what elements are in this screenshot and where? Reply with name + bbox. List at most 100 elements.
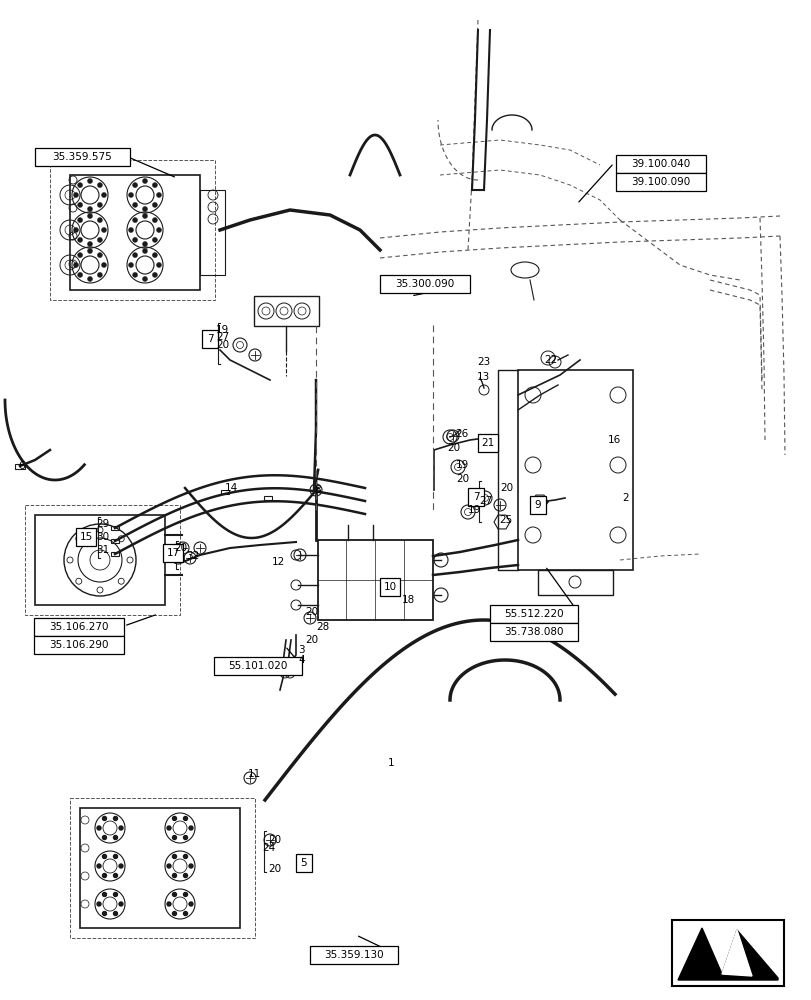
Bar [35, 515, 165, 605]
Bar [70, 798, 255, 938]
Circle shape [101, 228, 106, 232]
Text: 25: 25 [499, 515, 512, 525]
Circle shape [114, 912, 118, 916]
Circle shape [132, 272, 137, 277]
Circle shape [167, 826, 171, 830]
Circle shape [101, 192, 106, 198]
Circle shape [101, 262, 106, 267]
Circle shape [183, 836, 187, 840]
Text: 28: 28 [315, 622, 328, 632]
Text: 39.100.090: 39.100.090 [631, 177, 690, 187]
Bar [70, 175, 200, 290]
Bar [517, 370, 633, 570]
Polygon shape [677, 928, 777, 980]
Circle shape [132, 237, 137, 242]
Circle shape [152, 218, 157, 223]
Circle shape [119, 864, 122, 868]
Text: 9: 9 [534, 500, 541, 510]
Bar [254, 296, 319, 326]
Circle shape [157, 262, 161, 267]
Text: 20: 20 [305, 607, 318, 617]
Text: 35.359.575: 35.359.575 [53, 152, 112, 162]
Circle shape [97, 218, 102, 223]
Text: 10: 10 [383, 582, 396, 592]
Circle shape [132, 253, 137, 258]
Bar [318, 540, 432, 620]
Text: 1: 1 [388, 758, 394, 768]
Text: 32: 32 [186, 551, 199, 561]
Bar [467, 488, 483, 506]
Circle shape [128, 228, 133, 232]
Text: 20: 20 [268, 835, 281, 845]
Circle shape [119, 826, 122, 830]
Bar [489, 623, 577, 641]
Bar [111, 539, 119, 543]
Text: 20: 20 [268, 864, 281, 874]
Text: 7: 7 [207, 334, 213, 344]
Circle shape [167, 864, 171, 868]
Circle shape [167, 902, 171, 906]
Circle shape [102, 892, 106, 896]
Text: 18: 18 [401, 595, 414, 605]
Circle shape [88, 179, 92, 184]
Text: 15: 15 [79, 532, 92, 542]
Circle shape [78, 183, 83, 188]
Text: 55.512.220: 55.512.220 [504, 609, 563, 619]
Circle shape [183, 892, 187, 896]
Text: 27: 27 [216, 332, 229, 342]
Circle shape [183, 874, 187, 878]
Circle shape [172, 892, 176, 896]
Circle shape [128, 262, 133, 267]
Text: 19: 19 [467, 505, 481, 515]
Bar [296, 854, 311, 872]
Circle shape [128, 192, 133, 198]
Text: 21: 21 [481, 438, 494, 448]
Circle shape [189, 826, 193, 830]
Bar [214, 657, 302, 675]
Text: 11: 11 [247, 769, 261, 779]
Circle shape [189, 864, 193, 868]
Text: 30: 30 [96, 532, 109, 542]
Circle shape [152, 272, 157, 277]
Circle shape [114, 816, 118, 820]
Circle shape [97, 253, 102, 258]
Text: 2: 2 [621, 493, 628, 503]
Circle shape [88, 207, 92, 212]
Circle shape [97, 902, 101, 906]
Circle shape [97, 826, 101, 830]
Text: 19: 19 [456, 460, 469, 470]
Text: 16: 16 [607, 435, 620, 445]
Text: 26: 26 [454, 429, 468, 439]
Circle shape [97, 864, 101, 868]
Text: 17: 17 [166, 548, 179, 558]
Text: 20: 20 [446, 443, 460, 453]
Circle shape [172, 816, 176, 820]
Circle shape [78, 202, 83, 207]
Circle shape [102, 816, 106, 820]
Bar [380, 578, 400, 596]
Circle shape [172, 854, 176, 858]
Circle shape [152, 237, 157, 242]
Circle shape [78, 253, 83, 258]
Bar [489, 605, 577, 623]
Circle shape [119, 902, 122, 906]
Circle shape [88, 248, 92, 253]
Bar [34, 636, 124, 654]
Circle shape [183, 854, 187, 858]
Bar [221, 490, 229, 494]
Text: 23: 23 [476, 357, 490, 367]
Bar [25, 505, 180, 615]
Circle shape [78, 218, 83, 223]
Bar [76, 528, 96, 546]
Circle shape [132, 202, 137, 207]
Circle shape [172, 912, 176, 916]
Circle shape [102, 836, 106, 840]
Circle shape [78, 237, 83, 242]
Bar [15, 464, 25, 469]
Circle shape [172, 874, 176, 878]
Circle shape [142, 241, 148, 246]
Circle shape [114, 874, 118, 878]
Circle shape [97, 202, 102, 207]
Circle shape [152, 253, 157, 258]
Circle shape [142, 179, 148, 184]
